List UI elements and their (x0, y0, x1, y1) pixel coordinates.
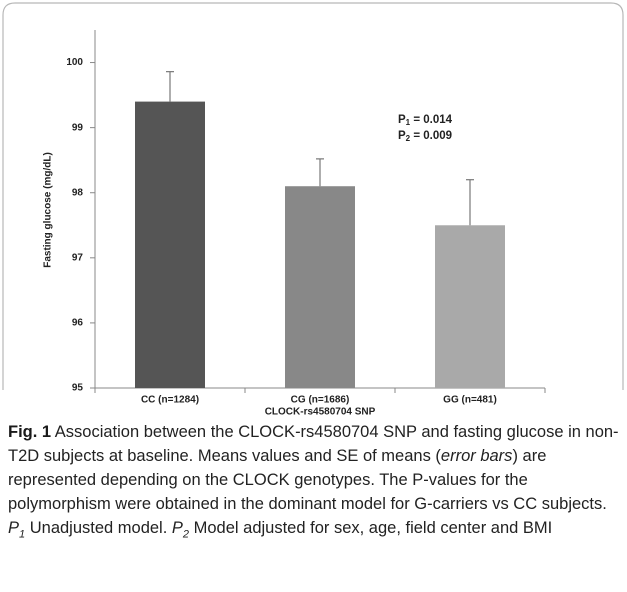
caption-text: Model adjusted for sex, age, field cente… (189, 519, 553, 537)
y-tick-label: 100 (66, 57, 83, 68)
caption-text: Unadjusted model. (25, 519, 172, 537)
error-bar (466, 179, 474, 226)
chart: Fasting glucose (mg/dL) CLOCK-rs4580704 … (2, 2, 624, 418)
annotation-label: P (398, 130, 406, 142)
bar (435, 225, 505, 388)
y-tick-label: 95 (72, 383, 84, 394)
y-axis-title: Fasting glucose (mg/dL) (43, 152, 54, 268)
caption-text: error bars (440, 447, 513, 465)
x-tick-label: CC (n=1284) (141, 395, 199, 406)
caption-text: P (8, 519, 20, 537)
y-tick-label: 99 (72, 122, 84, 133)
annotation-text: = 0.009 (410, 130, 452, 142)
caption-text: 1 (19, 528, 26, 541)
bar (285, 186, 355, 388)
annotation: P2 = 0.009 (398, 130, 452, 143)
annotation-subscript: 1 (406, 118, 411, 127)
caption-text: Association between the CLOCK-rs4580704 … (8, 423, 619, 465)
x-tick-label: CG (n=1686) (291, 395, 350, 406)
annotation-subscript: 2 (406, 134, 411, 143)
frame (2, 2, 624, 390)
error-bar (316, 158, 324, 187)
x-tick-label: GG (n=481) (443, 395, 497, 406)
caption-text: 2 (182, 528, 190, 541)
x-axis-title: CLOCK-rs4580704 SNP (265, 407, 376, 418)
caption-text: ) are represented depending on the CLOCK… (8, 447, 607, 513)
y-tick-label: 96 (72, 318, 84, 329)
caption-text: P (171, 519, 183, 537)
caption-label: Fig. 1 (8, 423, 52, 441)
annotation: P1 = 0.014 (398, 114, 453, 127)
y-tick-label: 98 (72, 187, 84, 198)
error-bar (166, 71, 174, 102)
y-tick-label: 97 (72, 252, 84, 263)
annotation-label: P (398, 114, 406, 126)
annotation-text: = 0.014 (410, 114, 452, 126)
caption: Fig. 1 Association between the CLOCK-rs4… (8, 420, 620, 540)
bar (135, 101, 205, 388)
